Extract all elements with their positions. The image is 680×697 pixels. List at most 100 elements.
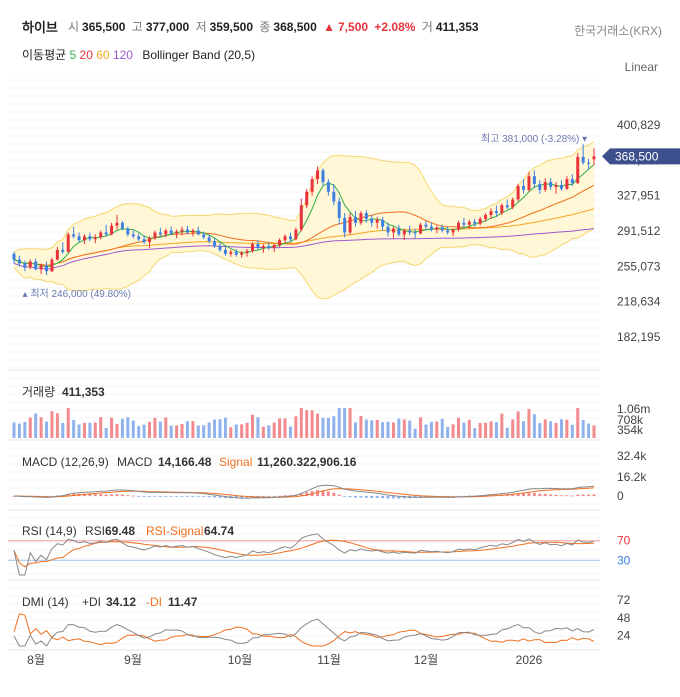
macd-histogram-bar <box>316 490 320 496</box>
x-axis-label: 8월 <box>27 653 45 667</box>
volume-bar <box>549 421 553 438</box>
volume-bar <box>120 418 124 438</box>
candle <box>440 224 444 233</box>
rsi-tick-label: 30 <box>617 553 631 567</box>
candle <box>240 250 244 258</box>
macd-tick-label: 16.2k <box>617 470 647 484</box>
volume-bar <box>299 408 303 438</box>
candle-body <box>175 231 179 234</box>
stock-name: 하이브 <box>22 20 58 35</box>
candle-body <box>326 182 330 192</box>
candle-body <box>191 230 195 233</box>
volume-panel-label: 거래량 <box>22 385 55 399</box>
candle-body <box>337 201 341 218</box>
candle-body <box>77 236 81 241</box>
candle <box>316 166 320 184</box>
volume-bar <box>532 414 536 438</box>
volume-bar <box>245 422 249 438</box>
candle-body <box>332 191 336 202</box>
candle <box>72 226 76 239</box>
volume-bar <box>288 426 292 438</box>
volume-bar <box>332 416 336 438</box>
volume-bar <box>505 427 509 438</box>
macd-histogram-bar <box>126 495 130 496</box>
scale-selector[interactable]: Linear <box>624 60 658 74</box>
dmi-minus-line <box>13 613 595 647</box>
candle <box>570 174 574 186</box>
candle <box>28 259 32 270</box>
candle-body <box>446 230 450 233</box>
macd-histogram-bar <box>511 494 515 496</box>
candle <box>576 152 580 184</box>
macd-histogram-bar <box>104 494 108 496</box>
volume-bar <box>424 424 428 438</box>
candle <box>478 216 482 226</box>
candle-body <box>272 245 276 248</box>
candle <box>559 180 563 191</box>
candle <box>527 172 531 192</box>
candle <box>386 222 390 237</box>
candle <box>115 215 119 230</box>
candle <box>61 242 65 254</box>
candle <box>55 247 59 261</box>
macd-histogram-bar <box>175 496 179 497</box>
volume-bar <box>440 418 444 438</box>
open-label: 시 <box>68 20 80 34</box>
macd-histogram-bar <box>191 496 195 497</box>
candle <box>202 231 206 240</box>
candle <box>592 148 596 166</box>
candle <box>494 205 498 217</box>
high-label: 고 <box>131 20 143 34</box>
candle-body <box>538 183 542 190</box>
volume-bar <box>554 422 558 438</box>
volume-bar <box>343 408 347 438</box>
candle <box>435 225 439 234</box>
candle <box>185 225 189 235</box>
indicator-legend[interactable]: 이동평균 5 20 60 120 Bollinger Band (20,5) <box>22 46 255 63</box>
macd-histogram-bar <box>386 496 390 499</box>
x-axis-label: 10월 <box>228 653 252 667</box>
candle <box>299 198 303 232</box>
volume-bar <box>45 421 49 438</box>
candle-body <box>148 238 152 243</box>
macd-histogram-bar <box>543 493 547 496</box>
volume-bar <box>72 420 76 438</box>
change-value: 7,500 <box>338 20 369 34</box>
volume-bar <box>28 417 32 438</box>
volume-bar <box>592 425 596 438</box>
candle-body <box>402 230 406 235</box>
macd-histogram-bar <box>516 493 520 496</box>
macd-histogram-bar <box>326 491 330 496</box>
candle-body <box>202 234 206 238</box>
volume-bar <box>462 422 466 438</box>
macd-histogram-bar <box>66 494 70 496</box>
macd-histogram-bar <box>256 496 260 497</box>
candle <box>451 228 455 237</box>
candle-body <box>473 221 477 224</box>
candle-body <box>99 232 103 238</box>
candle <box>332 183 336 206</box>
macd-signal-value: 11,260.322,906.16 <box>257 455 357 469</box>
rsi-signal-label: RSI-Signal <box>146 524 203 538</box>
candle-body <box>500 205 504 214</box>
candle-body <box>256 244 260 248</box>
candle <box>364 210 368 223</box>
ma120-line <box>13 228 595 270</box>
candle-body <box>223 249 227 254</box>
candle-body <box>115 222 119 226</box>
volume-label: 거 <box>421 20 433 34</box>
candle <box>93 234 97 244</box>
volume-bar <box>386 421 390 438</box>
candle-body <box>592 156 596 160</box>
volume-bar <box>391 422 395 438</box>
dmi-minus-label: -DI <box>146 595 162 609</box>
candle-body <box>559 184 563 189</box>
candle-body <box>359 213 363 223</box>
macd-histogram-bar <box>532 493 536 496</box>
volume-bar <box>34 413 38 438</box>
candle <box>294 227 298 241</box>
candle-body <box>261 246 265 248</box>
macd-histogram-bar <box>391 496 395 499</box>
candle-body <box>28 261 32 268</box>
